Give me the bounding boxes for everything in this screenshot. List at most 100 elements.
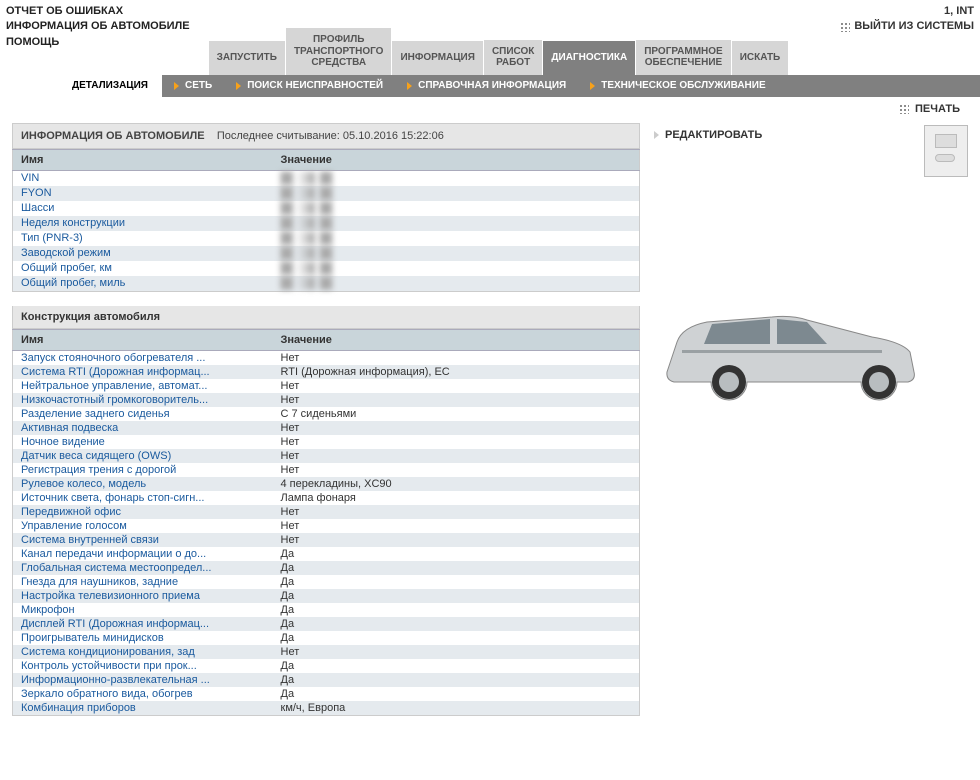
info-subtitle: Последнее считывание: 05.10.2016 15:22:0… [217, 130, 444, 142]
table-row[interactable]: Настройка телевизионного приемаДа [13, 589, 640, 603]
row-name: Низкочастотный громкоговоритель... [13, 393, 273, 407]
row-name: Настройка телевизионного приема [13, 589, 273, 603]
menu-line[interactable]: ПОМОЩЬ [6, 35, 209, 50]
row-name: Проигрыватель минидисков [13, 631, 273, 645]
table-row[interactable]: Регистрация трения с дорогойНет [13, 463, 640, 477]
table-row[interactable]: FYON██ ░▒▓ ██ [13, 186, 640, 201]
table-row[interactable]: Комбинация приборовкм/ч, Европа [13, 701, 640, 716]
table-row[interactable]: Проигрыватель минидисковДа [13, 631, 640, 645]
row-value: Да [273, 561, 640, 575]
table-row[interactable]: Низкочастотный громкоговоритель...Нет [13, 393, 640, 407]
row-value: Нет [273, 435, 640, 449]
main-tab[interactable]: ИСКАТЬ [732, 41, 789, 75]
sub-tab-active[interactable]: ДЕТАЛИЗАЦИЯ [58, 75, 162, 97]
print-label: ПЕЧАТЬ [915, 103, 960, 115]
table-row[interactable]: Гнезда для наушников, задниеДа [13, 575, 640, 589]
table-row[interactable]: Система внутренней связиНет [13, 533, 640, 547]
main-tab[interactable]: ДИАГНОСТИКА [543, 41, 635, 75]
battery-icon[interactable] [935, 134, 957, 148]
main-tabs: ЗАПУСТИТЬПРОФИЛЬ ТРАНСПОРТНОГО СРЕДСТВАИ… [209, 4, 789, 75]
table-row[interactable]: Разделение заднего сиденьяС 7 сиденьями [13, 407, 640, 421]
table-row[interactable]: Рулевое колесо, модель4 перекладины, XC9… [13, 477, 640, 491]
table-row[interactable]: Передвижной офисНет [13, 505, 640, 519]
row-value: Нет [273, 421, 640, 435]
col-value[interactable]: Значение [273, 329, 640, 350]
col-value[interactable]: Значение [273, 149, 640, 170]
table-row[interactable]: Шасси██ ░▒▓ ██ [13, 201, 640, 216]
table-row[interactable]: Канал передачи информации о до...Да [13, 547, 640, 561]
table-row[interactable]: Система кондиционирования, задНет [13, 645, 640, 659]
row-name: Тип (PNR-3) [13, 231, 273, 246]
row-value: Да [273, 603, 640, 617]
table-row[interactable]: Дисплей RTI (Дорожная информац...Да [13, 617, 640, 631]
print-button[interactable]: ПЕЧАТЬ [899, 103, 960, 115]
col-name[interactable]: Имя [13, 149, 273, 170]
row-name: Зеркало обратного вида, обогрев [13, 687, 273, 701]
table-row[interactable]: Заводской режим██ ░▒▓ ██ [13, 246, 640, 261]
table-row[interactable]: Запуск стояночного обогревателя ...Нет [13, 350, 640, 365]
table-row[interactable]: VIN██ ░▒▓ ██ [13, 170, 640, 186]
sub-tab-label: ТЕХНИЧЕСКОЕ ОБСЛУЖИВАНИЕ [601, 80, 765, 91]
table-row[interactable]: Общий пробег, миль██ ░▒▓ ██ [13, 276, 640, 292]
exit-link[interactable]: ВЫЙТИ ИЗ СИСТЕМЫ [788, 19, 974, 34]
table-row[interactable]: Нейтральное управление, автомат...Нет [13, 379, 640, 393]
row-name: Заводской режим [13, 246, 273, 261]
menu-line[interactable]: ИНФОРМАЦИЯ ОБ АВТОМОБИЛЕ [6, 19, 209, 34]
edit-button[interactable]: РЕДАКТИРОВАТЬ [652, 123, 764, 147]
row-value: RTI (Дорожная информация), EC [273, 365, 640, 379]
arrow-icon [407, 82, 412, 90]
row-value: ██ ░▒▓ ██ [273, 261, 640, 276]
col-name[interactable]: Имя [13, 329, 273, 350]
table-row[interactable]: Управление голосомНет [13, 519, 640, 533]
table-row[interactable]: Датчик веса сидящего (OWS)Нет [13, 449, 640, 463]
key-icon[interactable] [935, 154, 955, 162]
row-value: ██ ░▒▓ ██ [273, 186, 640, 201]
row-name: Система RTI (Дорожная информац... [13, 365, 273, 379]
sub-tab[interactable]: СЕТЬ [162, 80, 224, 91]
row-name: Активная подвеска [13, 421, 273, 435]
info-title: ИНФОРМАЦИЯ ОБ АВТОМОБИЛЕ [21, 130, 205, 142]
main-tab[interactable]: ПРОГРАММНОЕ ОБЕСПЕЧЕНИЕ [636, 40, 731, 75]
sub-tab[interactable]: ПОИСК НЕИСПРАВНОСТЕЙ [224, 80, 395, 91]
row-name: Источник света, фонарь стоп-сигн... [13, 491, 273, 505]
menu-line[interactable]: ОТЧЕТ ОБ ОШИБКАХ [6, 4, 209, 19]
main-tab[interactable]: ИНФОРМАЦИЯ [392, 41, 483, 75]
table-row[interactable]: Активная подвескаНет [13, 421, 640, 435]
row-value: ██ ░▒▓ ██ [273, 170, 640, 186]
table-row[interactable]: МикрофонДа [13, 603, 640, 617]
row-value: Лампа фонаря [273, 491, 640, 505]
table-row[interactable]: Система RTI (Дорожная информац...RTI (До… [13, 365, 640, 379]
row-name: Передвижной офис [13, 505, 273, 519]
main-tab[interactable]: СПИСОК РАБОТ [484, 40, 542, 75]
print-row: ПЕЧАТЬ [0, 97, 980, 117]
row-name: Рулевое колесо, модель [13, 477, 273, 491]
table-row[interactable]: Контроль устойчивости при прок...Да [13, 659, 640, 673]
arrow-icon [654, 131, 659, 139]
row-value: ██ ░▒▓ ██ [273, 231, 640, 246]
row-name: Информационно-развлекательная ... [13, 673, 273, 687]
row-name: Управление голосом [13, 519, 273, 533]
table-row[interactable]: Общий пробег, км██ ░▒▓ ██ [13, 261, 640, 276]
sub-tab[interactable]: ТЕХНИЧЕСКОЕ ОБСЛУЖИВАНИЕ [578, 80, 777, 91]
table-row[interactable]: Тип (PNR-3)██ ░▒▓ ██ [13, 231, 640, 246]
info-table: Имя Значение VIN██ ░▒▓ ██FYON██ ░▒▓ ██Ша… [12, 149, 640, 292]
sub-tab[interactable]: СПРАВОЧНАЯ ИНФОРМАЦИЯ [395, 80, 578, 91]
table-row[interactable]: Глобальная система местоопредел...Да [13, 561, 640, 575]
table-row[interactable]: Информационно-развлекательная ...Да [13, 673, 640, 687]
dots-icon [899, 104, 909, 114]
top-left-menu: ОТЧЕТ ОБ ОШИБКАХ ИНФОРМАЦИЯ ОБ АВТОМОБИЛ… [6, 4, 209, 50]
row-name: Регистрация трения с дорогой [13, 463, 273, 477]
table-row[interactable]: Зеркало обратного вида, обогревДа [13, 687, 640, 701]
sub-tabs-bar: ДЕТАЛИЗАЦИЯ СЕТЬПОИСК НЕИСПРАВНОСТЕЙСПРА… [0, 75, 980, 97]
table-row[interactable]: Ночное видениеНет [13, 435, 640, 449]
row-name: Разделение заднего сиденья [13, 407, 273, 421]
row-value: Нет [273, 350, 640, 365]
main-tab[interactable]: ЗАПУСТИТЬ [209, 41, 285, 75]
main-tab[interactable]: ПРОФИЛЬ ТРАНСПОРТНОГО СРЕДСТВА [286, 28, 391, 75]
info-panel-title: ИНФОРМАЦИЯ ОБ АВТОМОБИЛЕ Последнее считы… [12, 123, 640, 149]
row-value: ██ ░▒▓ ██ [273, 246, 640, 261]
table-row[interactable]: Неделя конструкции██ ░▒▓ ██ [13, 216, 640, 231]
row-value: Нет [273, 505, 640, 519]
table-row[interactable]: Источник света, фонарь стоп-сигн...Лампа… [13, 491, 640, 505]
row-value: Да [273, 631, 640, 645]
